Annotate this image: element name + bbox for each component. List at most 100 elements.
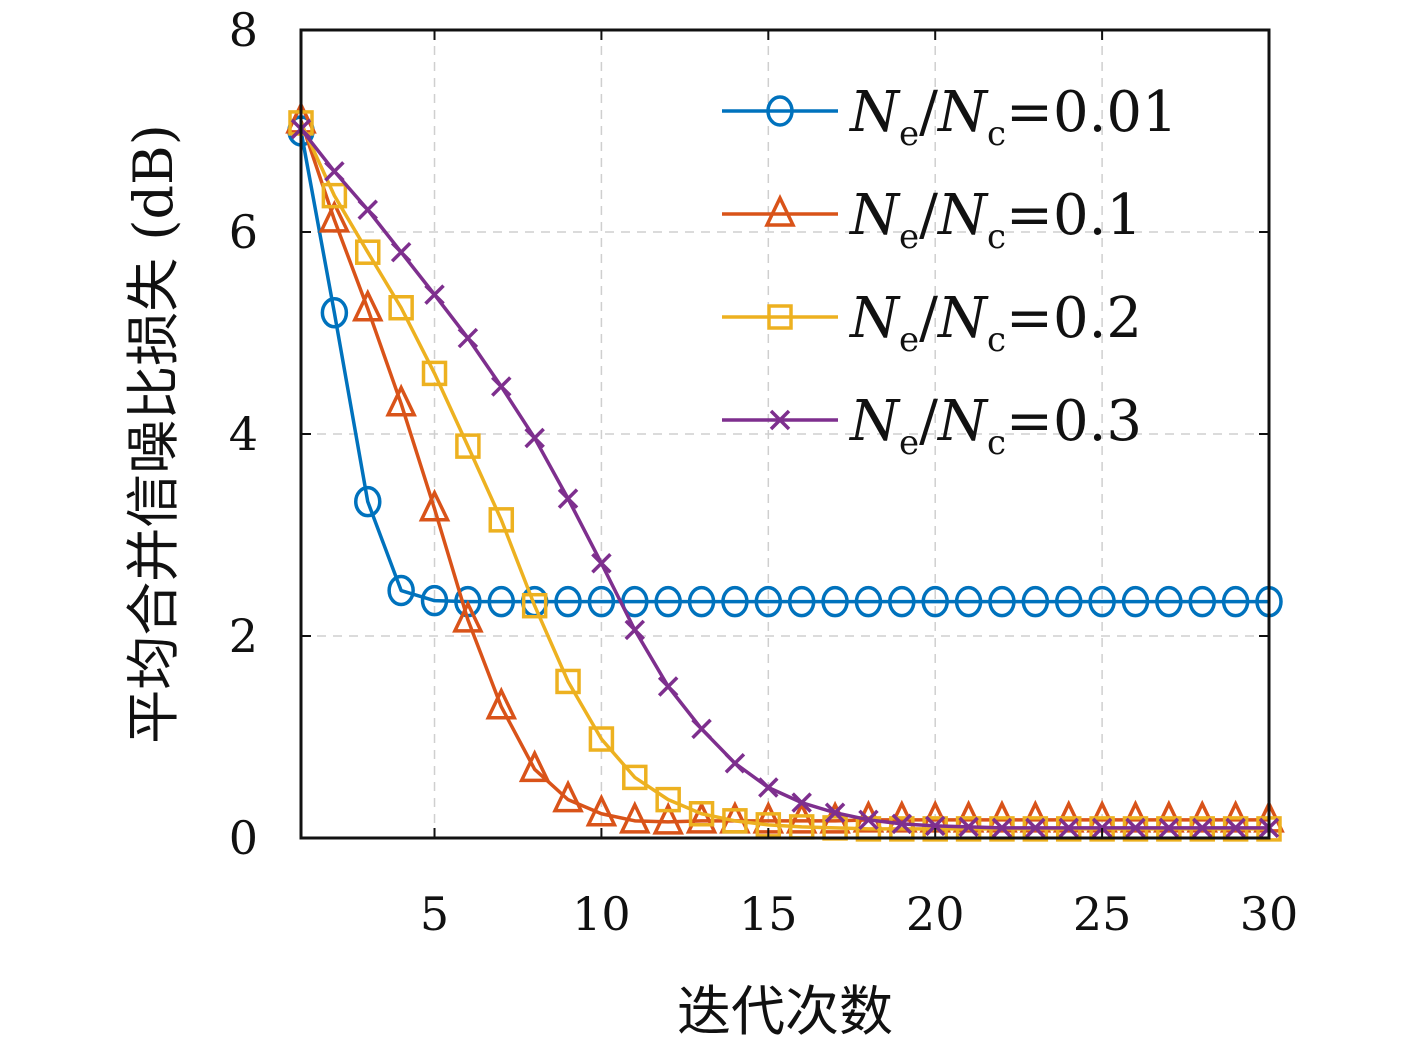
data-point (922, 816, 948, 842)
data-point (324, 161, 345, 182)
legend-subscript: e (899, 423, 919, 463)
data-point (355, 239, 381, 265)
legend-slash: / (919, 183, 938, 248)
data-point (691, 718, 712, 740)
data-point (1158, 817, 1180, 839)
data-point (321, 182, 348, 209)
legend-label: Ne/Nc=0.2 (848, 286, 1142, 360)
data-point (924, 815, 946, 837)
data-point (455, 433, 481, 459)
legend-value: =0.3 (1006, 389, 1142, 454)
data-point (390, 241, 412, 263)
data-point (1054, 585, 1083, 618)
legend-value: =0.1 (1006, 183, 1142, 248)
data-point (320, 297, 349, 329)
legend-subscript: c (987, 423, 1006, 463)
legend-label: Ne/Nc=0.3 (848, 389, 1142, 463)
data-point (991, 817, 1013, 839)
legend-subscript: c (987, 217, 1006, 257)
data-point (318, 199, 351, 233)
data-point (354, 485, 382, 518)
data-point (587, 585, 616, 618)
data-point (424, 284, 445, 305)
data-point (688, 801, 715, 827)
data-point (1091, 817, 1113, 839)
data-point (488, 507, 515, 533)
data-point (385, 383, 417, 417)
data-point (524, 427, 545, 449)
legend-entry-4: Ne/Nc=0.3 (722, 389, 1142, 463)
data-point (588, 726, 615, 752)
data-point (724, 753, 746, 774)
data-point (421, 360, 448, 387)
legend-marker (767, 304, 793, 330)
data-point (654, 585, 682, 618)
legend-label: Ne/Nc=0.01 (848, 80, 1178, 154)
legend-letter: N (936, 389, 989, 454)
legend-slash: / (919, 286, 938, 351)
data-point (518, 749, 551, 783)
data-point (585, 793, 618, 827)
x-axis-title: 迭代次数 (677, 980, 893, 1043)
data-point (491, 376, 512, 397)
data-point (420, 584, 449, 617)
legend-subscript: e (899, 320, 919, 360)
data-point (457, 327, 479, 349)
data-point (621, 585, 649, 618)
data-point (554, 585, 582, 618)
data-point (657, 676, 679, 697)
x-tick-label: 25 (1073, 887, 1132, 941)
data-point (785, 800, 818, 834)
data-point (921, 585, 949, 618)
legend-letter: N (936, 80, 989, 145)
data-point (824, 802, 846, 823)
data-point (652, 801, 684, 835)
y-tick-label: 0 (229, 811, 258, 865)
y-axis-title: 平均合并信噪比损失 (dB) (122, 124, 185, 744)
legend-slash: / (919, 80, 938, 145)
data-point (452, 599, 484, 633)
data-point (821, 585, 849, 618)
legend-entry-2: Ne/Nc=0.1 (722, 183, 1142, 257)
legend-slash: / (919, 389, 938, 454)
data-point (687, 585, 716, 618)
data-point (521, 592, 548, 619)
data-point (988, 585, 1016, 618)
data-point (622, 764, 648, 791)
data-point (619, 800, 651, 834)
y-tick-label: 4 (229, 407, 258, 461)
data-point (555, 668, 581, 695)
legend-marker (764, 193, 796, 227)
data-point (791, 792, 812, 813)
y-tick-label: 2 (229, 609, 258, 663)
series-1 (287, 115, 1283, 618)
legend-letter: N (848, 389, 901, 454)
data-point (485, 686, 518, 720)
data-point (591, 553, 612, 574)
data-point (1188, 585, 1216, 618)
data-point (722, 808, 748, 834)
data-point (357, 199, 378, 221)
x-tick-label: 5 (420, 887, 449, 941)
legend-subscript: e (899, 217, 919, 257)
series-4 (290, 118, 1280, 839)
data-point (388, 295, 414, 321)
data-point (1225, 817, 1246, 839)
axis-ticks: 5 10 15 20 25 30 0 2 4 6 8 (229, 3, 1299, 941)
data-point (1058, 817, 1079, 839)
legend-marker (766, 95, 794, 127)
legend-subscript: c (987, 320, 1006, 360)
legend-letter: N (936, 183, 989, 248)
legend-value: =0.01 (1006, 80, 1178, 145)
data-point (754, 585, 783, 618)
data-point (787, 585, 816, 618)
data-point (891, 813, 913, 835)
legend-subscript: c (987, 114, 1006, 154)
data-point (1221, 585, 1250, 618)
data-point (1021, 585, 1050, 618)
data-point (552, 779, 584, 813)
data-point (1025, 817, 1046, 839)
data-point (1121, 585, 1150, 618)
